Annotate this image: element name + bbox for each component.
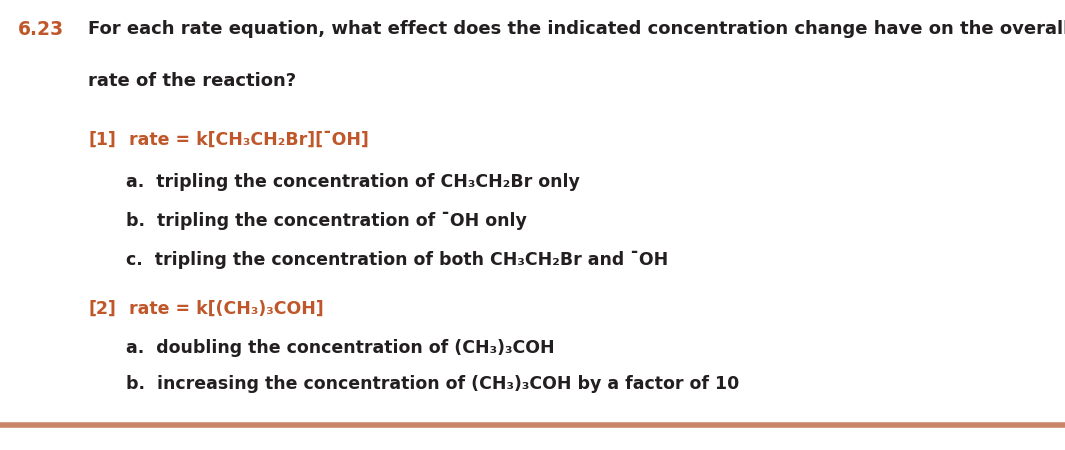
Text: 6.23: 6.23	[18, 19, 64, 39]
Text: rate of the reaction?: rate of the reaction?	[88, 72, 296, 90]
Text: c.  tripling the concentration of both CH₃CH₂Br and ¯OH: c. tripling the concentration of both CH…	[126, 251, 668, 269]
Text: For each rate equation, what effect does the indicated concentration change have: For each rate equation, what effect does…	[88, 19, 1065, 37]
Text: [1]: [1]	[88, 130, 116, 148]
Text: a.  tripling the concentration of CH₃CH₂Br only: a. tripling the concentration of CH₃CH₂B…	[126, 173, 579, 191]
Text: b.  increasing the concentration of (CH₃)₃COH by a factor of 10: b. increasing the concentration of (CH₃)…	[126, 375, 739, 393]
Text: rate = k[CH₃CH₂Br][¯OH]: rate = k[CH₃CH₂Br][¯OH]	[129, 130, 368, 148]
Text: rate = k[(CH₃)₃COH]: rate = k[(CH₃)₃COH]	[129, 300, 324, 318]
Text: b.  tripling the concentration of ¯OH only: b. tripling the concentration of ¯OH onl…	[126, 212, 526, 230]
Text: a.  doubling the concentration of (CH₃)₃COH: a. doubling the concentration of (CH₃)₃C…	[126, 339, 554, 357]
Text: [2]: [2]	[88, 300, 116, 318]
